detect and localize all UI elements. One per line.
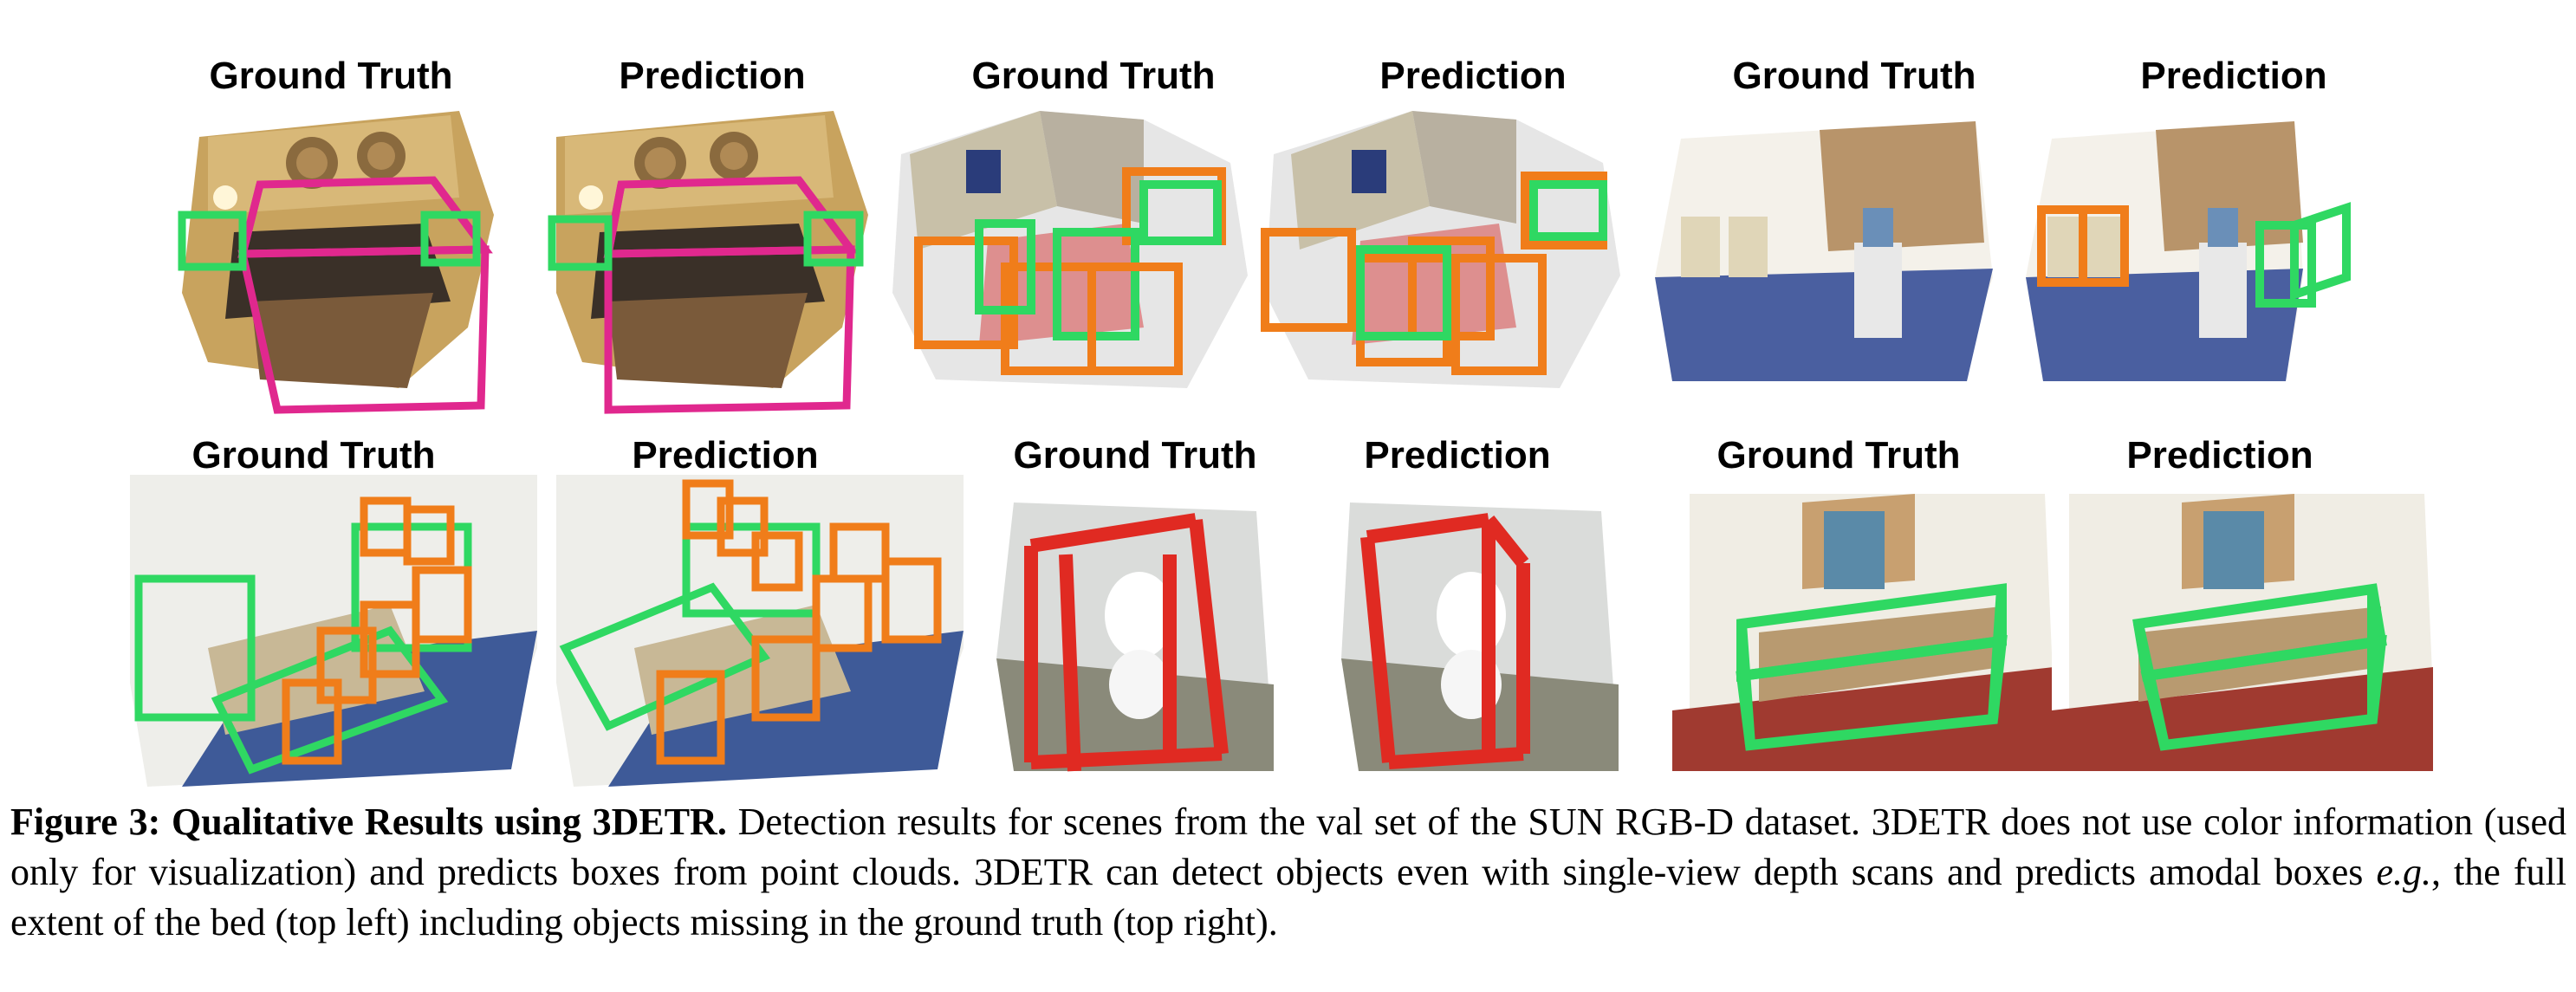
caption-text-2: , the full extent of the bed (top left) … (10, 851, 2566, 943)
label-ground-truth-6: Ground Truth (1716, 434, 1961, 477)
toilet-pred-scene (1341, 502, 1619, 771)
label-prediction-6: Prediction (2126, 434, 2313, 477)
label-prediction-2: Prediction (1379, 55, 1567, 97)
bedroom-ground-truth-image (173, 102, 494, 414)
figure-caption: Figure 3: Qualitative Results using 3DET… (10, 797, 2566, 948)
office-chairs-ground-truth-image (884, 102, 1256, 405)
label-prediction-3: Prediction (2140, 55, 2327, 97)
caption-figure-label: Figure 3: Qualitative Results using 3DET… (10, 801, 727, 843)
label-prediction-1: Prediction (619, 55, 806, 97)
office-desks-pred-scene (556, 475, 964, 787)
office-chairs-gt-scene (892, 111, 1248, 388)
room-corner-ground-truth-image (1655, 121, 1993, 390)
label-ground-truth-3: Ground Truth (1732, 55, 1976, 97)
caption-text-1: Detection results for scenes from the va… (10, 801, 2566, 893)
bedroom-pred-scene (548, 111, 868, 414)
bedroom-gt-scene (178, 111, 494, 414)
toilet-ground-truth-image (996, 485, 1274, 780)
table-wall-prediction-image (2052, 494, 2433, 771)
office-desks-prediction-image (556, 475, 964, 787)
label-ground-truth-1: Ground Truth (209, 55, 453, 97)
label-ground-truth-4: Ground Truth (191, 434, 436, 477)
label-ground-truth-2: Ground Truth (971, 55, 1216, 97)
label-prediction-4: Prediction (632, 434, 819, 477)
room-corner-pred-scene (2026, 121, 2351, 381)
table-wall-ground-truth-image (1672, 494, 2054, 771)
toilet-prediction-image (1341, 485, 1619, 780)
caption-eg: e.g. (2376, 851, 2431, 893)
room-corner-gt-scene (1655, 121, 1993, 381)
table-wall-pred-scene (2052, 494, 2433, 771)
label-prediction-5: Prediction (1364, 434, 1551, 477)
bedroom-prediction-image (548, 102, 868, 414)
office-chairs-prediction-image (1256, 102, 1629, 405)
office-desks-ground-truth-image (130, 475, 537, 787)
table-wall-gt-scene (1672, 494, 2054, 771)
room-corner-prediction-image (2026, 121, 2364, 390)
office-chairs-pred-scene (1261, 111, 1620, 388)
office-desks-gt-scene (130, 475, 537, 787)
label-ground-truth-5: Ground Truth (1013, 434, 1257, 477)
toilet-gt-scene (996, 502, 1274, 772)
